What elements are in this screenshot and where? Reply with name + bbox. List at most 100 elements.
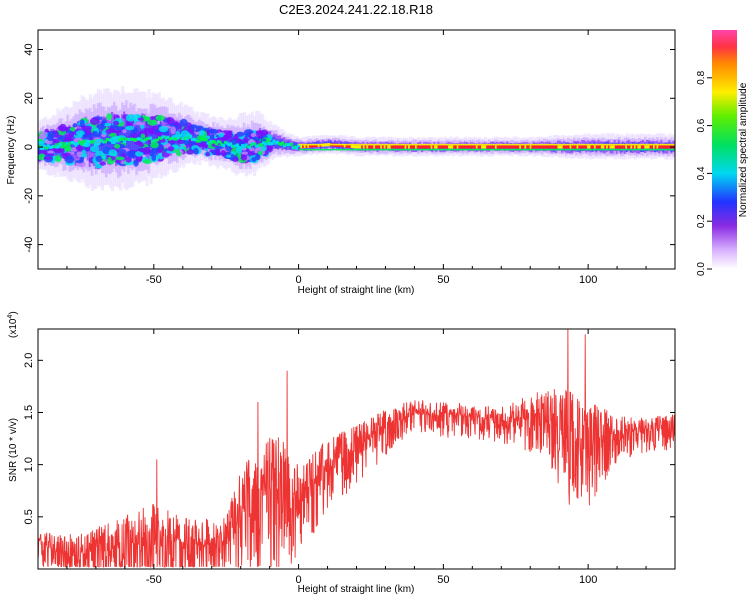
spectrogram-ridge-cell xyxy=(131,137,135,141)
spectrogram-ridge-edge xyxy=(446,143,451,146)
spectrogram-ridge-edge xyxy=(583,148,588,151)
spectrogram-ridge-cell xyxy=(487,145,491,149)
spectrogram-ridge-edge xyxy=(412,148,416,151)
spectrogram-ridge-edge xyxy=(303,148,307,151)
spectrogram-ridge-edge xyxy=(627,148,632,151)
spectrogram-ridge-cell xyxy=(644,145,648,149)
spectrogram-ridge-cell xyxy=(534,145,538,149)
spectrogram-ridge-cell xyxy=(309,144,313,148)
spectrogram-ridge-edge xyxy=(467,143,472,146)
spectrogram-ridge-cell xyxy=(569,145,573,149)
spectrogram-ridge-edge xyxy=(488,148,493,151)
spectrogram-ridge-cell xyxy=(343,144,347,148)
spectrogram-ridge-edge xyxy=(402,148,407,151)
spectrogram-ridge-cell xyxy=(90,140,94,144)
spectrogram-cell xyxy=(200,141,209,148)
spectrogram-ridge-cell xyxy=(444,145,448,149)
spectrogram-ridge-edge xyxy=(602,143,606,146)
spectrogram-ridge-edge xyxy=(402,143,407,146)
spectrogram-ridge-edge xyxy=(432,148,437,151)
spectrogram-ridge-cell xyxy=(571,145,575,149)
spectrogram-ridge-edge xyxy=(569,148,574,151)
spectrogram-ridge-edge xyxy=(520,143,525,146)
spectrogram-ridge-edge xyxy=(595,148,599,151)
spectrogram-ridge-cell xyxy=(223,140,227,144)
spectrogram-ridge-cell xyxy=(524,145,528,149)
spectrogram-ridge-cell xyxy=(76,141,80,145)
spectrogram-ridge-edge xyxy=(356,143,360,146)
spectrogram-ridge-edge xyxy=(613,143,618,146)
spectrogram-ridge-edge xyxy=(317,143,321,146)
spectrogram-ridge-edge xyxy=(358,148,363,151)
spectrogram-ridge-cell xyxy=(446,145,450,149)
spectrogram-ridge-edge xyxy=(372,148,377,151)
spectrogram-ridge-edge xyxy=(659,148,664,151)
spectrogram-ridge-edge xyxy=(486,148,490,151)
spectrogram-ridge-edge xyxy=(595,143,599,146)
spectrogram-ridge-cell xyxy=(505,145,509,149)
spectrogram-ridge-cell xyxy=(81,142,85,146)
snr-x-tick-label: 50 xyxy=(437,574,449,586)
spectrogram-ridge-cell xyxy=(293,145,297,149)
spectrogram-cell xyxy=(104,129,109,159)
spectrogram-ridge-edge xyxy=(569,143,574,146)
spectrogram-ridge-edge xyxy=(662,148,666,151)
spectrogram-ridge-cell xyxy=(498,145,502,149)
spectrogram-ridge-edge xyxy=(423,148,428,151)
spectrogram-cell xyxy=(92,130,98,136)
spectrogram-ridge-edge xyxy=(532,148,537,151)
spectrogram-ridge-cell xyxy=(621,145,625,149)
spectrogram-ridge-edge xyxy=(530,143,534,146)
spectrogram-ridge-edge xyxy=(634,148,638,151)
spectrogram-ridge-cell xyxy=(269,142,273,146)
spectrogram-ridge-edge xyxy=(476,148,481,151)
spectrogram-ridge-edge xyxy=(386,148,391,151)
spectrogram-ridge-cell xyxy=(606,145,610,149)
spectrogram-cell xyxy=(260,129,269,136)
spectrogram-ridge-edge xyxy=(335,148,340,151)
spectrogram-cell xyxy=(176,151,182,157)
snr-line-plot xyxy=(38,329,675,569)
spectrogram-ridge-cell xyxy=(307,144,311,148)
spectrogram-ridge-cell xyxy=(428,145,432,149)
spectrogram-ridge-edge xyxy=(430,143,435,146)
spectrogram-cell xyxy=(226,154,232,158)
spectrogram-ridge-cell xyxy=(392,145,396,149)
spectrogram-ridge-cell xyxy=(242,145,246,149)
spectrogram-ridge-edge xyxy=(393,143,398,146)
spectrogram-cell xyxy=(143,116,151,121)
spectrogram-ridge-edge xyxy=(375,148,379,151)
spectrogram-ridge-cell xyxy=(288,143,292,147)
spectrogram-ridge-cell xyxy=(409,145,413,149)
spectrogram-ridge-cell xyxy=(646,145,650,149)
spectrogram-cell xyxy=(57,148,65,154)
spectrogram-ridge-cell xyxy=(401,145,405,149)
spectrogram-ridge-cell xyxy=(538,145,542,149)
spectrogram-ridge-edge xyxy=(511,143,516,146)
spectrogram-ridge-cell xyxy=(566,145,570,149)
spectrogram-ridge-edge xyxy=(446,148,451,151)
spectrogram-ridge-cell xyxy=(663,145,667,149)
spectrogram-ridge-edge xyxy=(430,148,435,151)
spectrogram-ridge-cell xyxy=(547,145,551,149)
spectrogram-cell xyxy=(170,126,176,135)
spectrogram-ridge-edge xyxy=(562,148,567,151)
spectrogram-ridge-edge xyxy=(419,148,423,151)
spectrogram-ridge-cell xyxy=(164,136,168,140)
spectrogram-ridge-edge xyxy=(340,143,344,146)
spectrogram-ridge-edge xyxy=(532,143,537,146)
spectrogram-ridge-edge xyxy=(581,148,585,151)
spectrogram-ridge-cell xyxy=(573,145,577,149)
spectrogram-cell xyxy=(107,156,112,165)
spectrogram-ridge-edge xyxy=(465,143,469,146)
spectrogram-ridge-cell xyxy=(383,145,387,149)
spectrogram-ridge-edge xyxy=(669,143,673,146)
spectrogram-ridge-cell xyxy=(176,136,180,140)
spectrogram-ridge-cell xyxy=(614,145,618,149)
spectrogram-ridge-cell xyxy=(180,137,184,141)
spectrogram-ridge-edge xyxy=(576,143,581,146)
spectrogram-ridge-edge xyxy=(493,143,497,146)
spectrogram-ridge-cell xyxy=(241,144,245,148)
spectrogram-ridge-cell xyxy=(494,145,498,149)
spectrogram-ridge-cell xyxy=(145,137,149,141)
